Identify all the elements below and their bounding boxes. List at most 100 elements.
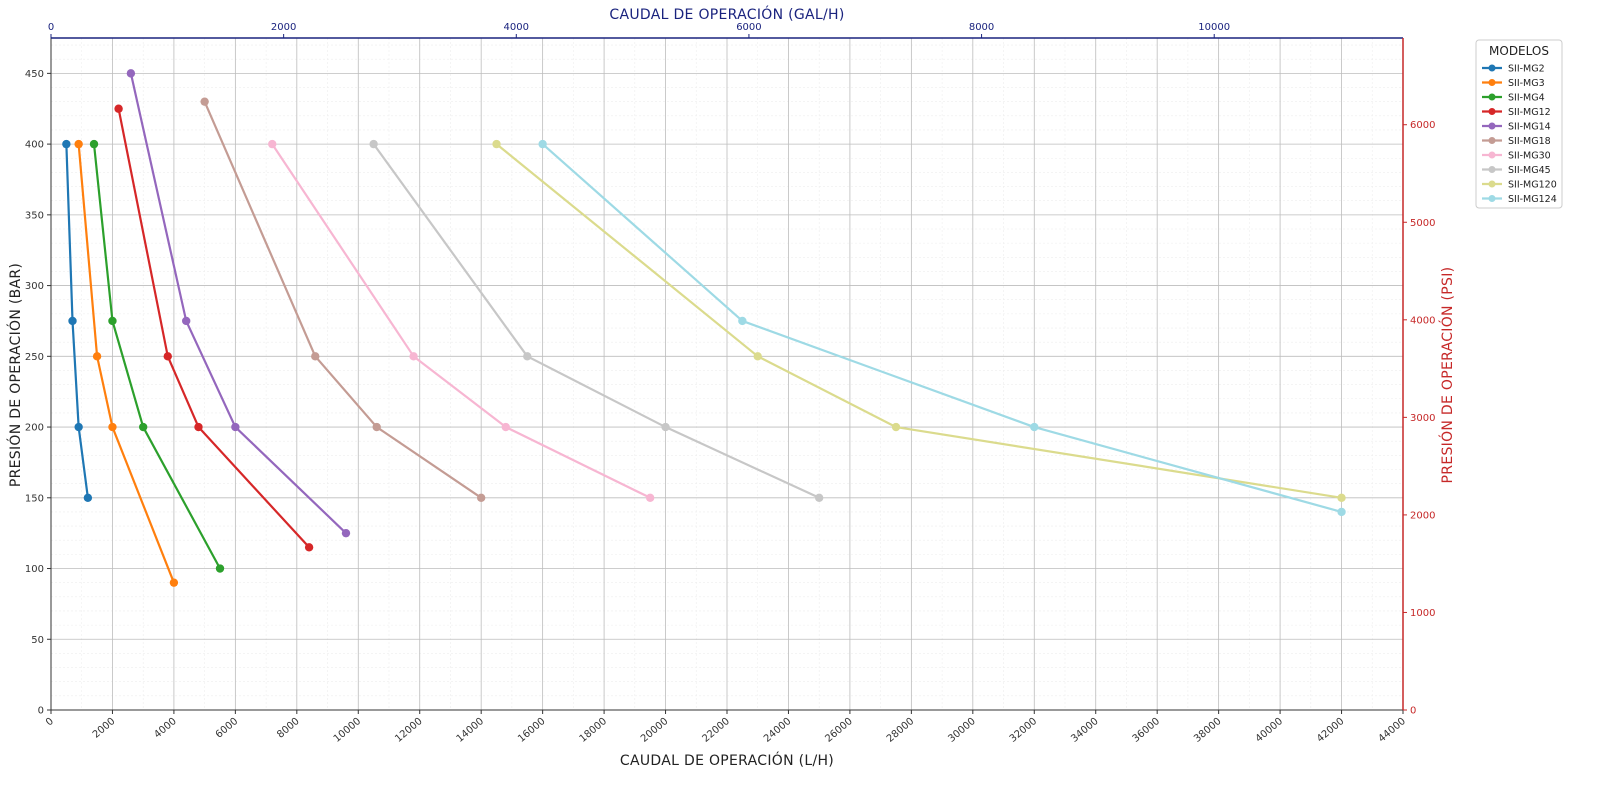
- y-axis-title: PRESIÓN DE OPERACIÓN (BAR): [6, 263, 24, 487]
- data-point-sii-mg3: [108, 422, 117, 432]
- data-point-sii-mg12: [304, 543, 314, 552]
- legend-marker-sii-mg18: [1488, 137, 1496, 144]
- x-tick-label: 12000: [393, 716, 424, 745]
- legend-label-sii-mg2: SII-MG2: [1508, 64, 1545, 75]
- y-tick-label: 250: [25, 352, 44, 363]
- y-tick-label: 400: [25, 140, 44, 151]
- x-tick-label: 34000: [1069, 716, 1100, 745]
- right-tick-label: 4000: [1410, 315, 1435, 326]
- x-tick-label: 8000: [275, 716, 302, 741]
- x-tick-label: 10000: [332, 716, 363, 745]
- legend-label-sii-mg3: SII-MG3: [1508, 78, 1545, 89]
- legend-marker-sii-mg124: [1488, 195, 1496, 202]
- y-tick-label: 450: [25, 69, 44, 80]
- top-tick-label: 8000: [969, 22, 994, 33]
- top-tick-label: 0: [48, 22, 54, 33]
- data-point-sii-mg12: [114, 104, 123, 113]
- data-point-sii-mg45: [814, 493, 824, 502]
- x-tick-label: 38000: [1192, 716, 1223, 745]
- legend-marker-sii-mg12: [1488, 108, 1496, 115]
- data-point-sii-mg12: [163, 352, 172, 361]
- series-line-sii-mg124: [541, 143, 1342, 513]
- x-tick-label: 40000: [1254, 716, 1285, 745]
- data-point-sii-mg2: [68, 316, 77, 326]
- x-tick-label: 0: [44, 716, 56, 729]
- y-tick-label: 150: [25, 493, 44, 504]
- top-axis-title: CAUDAL DE OPERACIÓN (GAL/H): [609, 5, 844, 23]
- legend-marker-sii-mg3: [1488, 79, 1496, 86]
- data-point-sii-mg4: [215, 564, 225, 573]
- legend-items: SII-MG2 SII-MG3 SII-MG4 SII-MG12 SII-MG14 SII…: [1482, 64, 1557, 205]
- x-tick-label: 30000: [946, 716, 977, 745]
- legend-label-sii-mg12: SII-MG12: [1508, 107, 1551, 118]
- right-tick-label: 3000: [1410, 413, 1435, 424]
- legend-marker-sii-mg120: [1488, 180, 1496, 188]
- series-line-sii-mg45: [372, 143, 820, 499]
- data-point-sii-mg30: [268, 139, 277, 149]
- series-line-sii-mg30: [271, 143, 651, 499]
- data-point-sii-mg124: [1030, 422, 1039, 432]
- top-axis-ticks: 0 2000 4000 6000 8000 10000: [48, 22, 1230, 38]
- data-point-sii-mg124: [538, 139, 547, 149]
- legend-label-sii-mg30: SII-MG30: [1508, 151, 1551, 162]
- data-point-sii-mg120: [1337, 493, 1346, 502]
- legend-marker-sii-mg30: [1488, 151, 1496, 159]
- x-tick-label: 24000: [762, 716, 793, 745]
- data-point-sii-mg124: [1337, 507, 1346, 517]
- data-point-sii-mg124: [738, 316, 747, 326]
- y-tick-label: 200: [25, 423, 44, 434]
- x-tick-label: 26000: [823, 716, 854, 745]
- top-tick-label: 2000: [271, 22, 296, 33]
- x-tick-label: 32000: [1008, 716, 1039, 745]
- y-tick-label: 100: [25, 564, 44, 575]
- data-point-sii-mg18: [476, 493, 486, 502]
- data-point-sii-mg30: [645, 493, 655, 502]
- series-line-sii-mg14: [129, 73, 347, 534]
- top-tick-label: 10000: [1198, 22, 1230, 33]
- legend: MODELOS SII-MG2SII-MG3SII-MG4SII-MG12SII…: [1475, 39, 1563, 209]
- data-point-sii-mg4: [89, 139, 99, 149]
- right-tick-label: 5000: [1410, 218, 1435, 229]
- x-tick-label: 2000: [91, 716, 118, 741]
- y-tick-label: 350: [25, 210, 44, 221]
- right-tick-label: 1000: [1410, 608, 1435, 619]
- series-line-sii-mg12: [117, 108, 310, 549]
- y-tick-label: 50: [31, 635, 44, 646]
- data-point-sii-mg18: [200, 97, 209, 106]
- legend-label-sii-mg120: SII-MG120: [1508, 180, 1557, 191]
- legend-marker-sii-mg14: [1488, 122, 1496, 130]
- top-tick-label: 4000: [504, 22, 529, 33]
- data-point-sii-mg4: [108, 316, 117, 326]
- legend-label-sii-mg4: SII-MG4: [1508, 93, 1545, 104]
- legend-label-sii-mg14: SII-MG14: [1508, 122, 1551, 133]
- data-point-sii-mg14: [126, 69, 136, 78]
- series-line-sii-mg120: [495, 143, 1342, 499]
- data-point-sii-mg14: [231, 422, 240, 432]
- right-axis-title: PRESIÓN DE OPERACIÓN (PSI): [1438, 267, 1456, 484]
- data-point-sii-mg45: [523, 352, 532, 361]
- data-point-sii-mg18: [372, 422, 381, 432]
- data-point-sii-mg120: [492, 139, 501, 149]
- data-point-sii-mg14: [341, 528, 351, 538]
- series-line-sii-mg2: [65, 144, 89, 498]
- left-axis-ticks: 0 50 100 150 200 250 300 350 400 450: [25, 69, 51, 717]
- right-axis-ticks: 0 1000 2000 3000 4000 5000 6000: [1403, 120, 1435, 717]
- data-point-sii-mg45: [369, 139, 378, 149]
- right-tick-label: 6000: [1410, 120, 1435, 131]
- data-point-sii-mg12: [194, 422, 203, 432]
- legend-label-sii-mg45: SII-MG45: [1508, 165, 1551, 176]
- data-point-sii-mg3: [74, 139, 83, 149]
- data-point-sii-mg2: [74, 422, 83, 432]
- bottom-axis-ticks: 0 2000 4000 6000 8000 10000 12000 14000 16000 180…: [44, 710, 1408, 745]
- x-tick-label: 6000: [214, 716, 241, 741]
- data-point-sii-mg120: [753, 352, 762, 361]
- legend-label-sii-mg124: SII-MG124: [1508, 194, 1557, 205]
- data-point-sii-mg30: [501, 422, 510, 432]
- x-tick-label: 18000: [578, 716, 609, 745]
- x-tick-label: 22000: [700, 716, 731, 745]
- data-point-sii-mg120: [891, 422, 901, 432]
- data-point-sii-mg4: [138, 422, 148, 432]
- x-tick-label: 42000: [1315, 716, 1346, 745]
- data-point-sii-mg30: [409, 352, 418, 361]
